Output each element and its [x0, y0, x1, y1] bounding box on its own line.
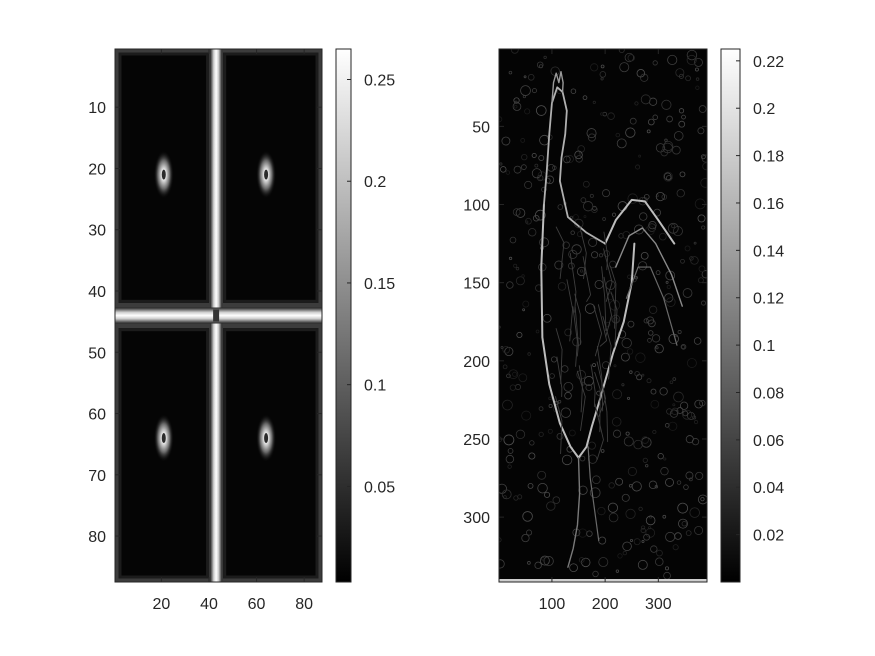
x-tick-label: 100 — [539, 596, 566, 613]
y-tick-label: 40 — [88, 284, 106, 301]
colorbar-tick-label: 0.08 — [753, 385, 784, 402]
x-tick-label: 200 — [592, 596, 619, 613]
colorbar-tick-label: 0.18 — [753, 149, 784, 166]
edge-tail-mid — [615, 227, 683, 307]
colorbar-tick-label: 0.15 — [364, 276, 395, 293]
x-tick-label: 40 — [200, 596, 218, 613]
colorbar-tick-label: 0.06 — [753, 433, 784, 450]
colorbar-tick-label: 0.22 — [753, 54, 784, 71]
y-tick-label: 50 — [88, 345, 106, 362]
colorbar-tick-label: 0.14 — [753, 243, 784, 260]
colorbar-tick-label: 0.2 — [364, 174, 386, 191]
colorbar-tick-label: 0.1 — [753, 338, 775, 355]
y-tick-label: 70 — [88, 468, 106, 485]
edge-comb — [551, 70, 564, 104]
edge-leg-left — [567, 457, 581, 568]
y-tick-label: 60 — [88, 407, 106, 424]
heatmap-2 — [499, 49, 707, 582]
y-tick-label: 100 — [463, 198, 490, 215]
colorbar-2 — [720, 48, 741, 583]
y-tick-label: 50 — [472, 119, 490, 136]
x-tick-label: 20 — [152, 596, 170, 613]
y-tick-label: 300 — [463, 510, 490, 527]
y-tick-label: 10 — [88, 100, 106, 117]
y-tick-label: 20 — [88, 161, 106, 178]
colorbar-tick-label: 0.02 — [753, 528, 784, 545]
heatmap-1-frame — [114, 48, 323, 583]
heatmap-1-axes: 20 40 60 80 10 20 30 40 50 60 70 80 — [88, 49, 322, 613]
x-tick-label: 80 — [295, 596, 313, 613]
colorbar-tick-label: 0.25 — [364, 73, 395, 90]
colorbar-tick-label: 0.2 — [753, 101, 775, 118]
heatmap-1 — [115, 49, 322, 582]
y-tick-label: 30 — [88, 223, 106, 240]
colorbar-tick-label: 0.05 — [364, 479, 395, 496]
colorbar-tick-label: 0.1 — [364, 378, 386, 395]
colorbar-tick-label: 0.04 — [753, 480, 784, 497]
colorbar-tick-label: 0.16 — [753, 196, 784, 213]
y-tick-label: 80 — [88, 529, 106, 546]
y-tick-label: 250 — [463, 432, 490, 449]
edge-leg-right — [587, 446, 600, 542]
edge-head-outline — [543, 86, 607, 245]
edge-tail-lower — [625, 266, 678, 346]
x-tick-label: 60 — [248, 596, 266, 613]
x-tick-label: 300 — [645, 596, 672, 613]
colorbar-1 — [335, 48, 352, 583]
colorbar-1-ticks: 0.05 0.1 0.15 0.2 0.25 — [347, 73, 395, 496]
heatmap-2-axes: 100 200 300 50 100 150 200 250 300 — [463, 49, 707, 613]
colorbar-2-ticks: 0.02 0.04 0.06 0.08 0.1 0.12 0.14 0.16 0.18 0.2 0.… — [736, 54, 784, 545]
y-tick-label: 200 — [463, 354, 490, 371]
y-tick-label: 150 — [463, 276, 490, 293]
edge-body-outline — [540, 203, 636, 459]
edge-tail-upper — [604, 198, 676, 245]
heatmap-2-frame — [498, 48, 708, 583]
colorbar-tick-label: 0.12 — [753, 291, 784, 308]
